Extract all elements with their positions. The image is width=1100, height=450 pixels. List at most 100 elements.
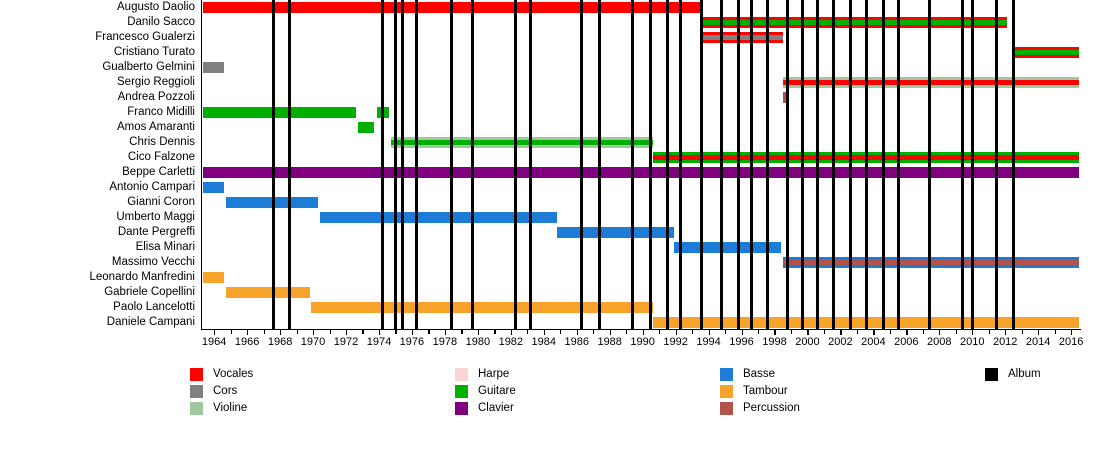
row-label-13: Antonio Campari: [109, 181, 195, 193]
y-axis-line: [201, 0, 203, 330]
x-axis-minor-tick: [790, 330, 793, 334]
x-axis-tick: [1038, 330, 1040, 335]
legend-label: Basse: [743, 368, 775, 380]
x-axis-minor-tick: [395, 330, 397, 334]
row-label-15: Umberto Maggi: [116, 211, 195, 223]
x-axis-tick: [280, 330, 282, 335]
x-axis-tick: [313, 330, 315, 335]
row-label-1: Augusto Daolio: [117, 1, 195, 13]
album-marker-line: [896, 0, 900, 330]
legend-label: Clavier: [478, 402, 514, 414]
album-marker-line: [400, 0, 404, 330]
row-label-20: Gabriele Copellini: [104, 286, 195, 298]
album-marker-line: [580, 0, 584, 330]
x-axis-tick-label: 2014: [1025, 336, 1051, 348]
x-axis-minor-tick: [593, 330, 595, 334]
album-marker-line: [832, 0, 836, 330]
row-label-16: Dante Pergreffi: [117, 226, 195, 238]
legend-label: Violine: [213, 402, 248, 414]
x-axis-tick: [247, 330, 249, 335]
album-marker-line: [415, 0, 419, 330]
row-label-6: Sergio Reggioli: [117, 76, 195, 88]
row-label-4: Cristiano Turato: [113, 46, 195, 58]
timeline-bar: [202, 107, 356, 118]
album-marker-line: [766, 0, 770, 330]
x-axis-tick-label: 1982: [498, 336, 524, 348]
album-marker-line: [665, 0, 669, 330]
album-marker-line: [786, 0, 790, 330]
timeline-bar: [673, 242, 782, 253]
x-axis-tick-label: 1976: [399, 336, 425, 348]
timeline-bar: [701, 32, 783, 43]
legend-swatch-violine-icon: [190, 402, 203, 415]
album-marker-line: [514, 0, 518, 330]
legend-swatch-basse-icon: [720, 368, 733, 381]
x-axis-tick: [642, 330, 644, 335]
timeline-bar: [202, 272, 225, 283]
x-axis-minor-tick: [362, 330, 364, 334]
timeline-bar: [782, 92, 790, 103]
x-axis-tick-label: 1966: [234, 336, 260, 348]
timeline-bar: [319, 212, 557, 223]
x-axis-minor-tick: [922, 330, 924, 334]
x-axis-minor-tick: [494, 330, 496, 334]
x-axis-tick-label: 1990: [630, 336, 655, 348]
x-axis-tick-label: 2000: [795, 336, 820, 348]
x-axis-tick-label: 1972: [333, 336, 359, 348]
album-marker-line: [598, 0, 602, 330]
x-axis-tick: [840, 330, 842, 335]
x-axis-tick-label: 2008: [927, 336, 952, 348]
x-axis-tick: [807, 330, 809, 335]
timeline-bar: [202, 62, 225, 73]
timeline-bar-secondary-role: [390, 140, 653, 145]
x-axis-minor-tick: [560, 330, 562, 334]
row-label-11: Cico Falzone: [127, 151, 195, 163]
x-axis-tick-label: 1988: [597, 336, 622, 348]
legend-swatch-clavier-icon: [455, 402, 468, 415]
timeline-bar-secondary-role: [782, 80, 1080, 85]
x-axis-tick: [774, 330, 776, 335]
row-label-22: Daniele Campani: [106, 316, 195, 328]
row-label-18: Massimo Vecchi: [111, 256, 195, 268]
x-axis-minor-tick: [296, 330, 298, 334]
row-label-14: Gianni Coron: [127, 196, 195, 208]
legend-label: Album: [1008, 368, 1041, 380]
album-marker-line: [449, 0, 453, 330]
legend-label: Cors: [213, 385, 238, 397]
legend-swatch-album-icon: [985, 368, 998, 381]
album-marker-line: [815, 0, 819, 330]
album-marker-line: [865, 0, 869, 330]
album-marker-line: [800, 0, 804, 330]
x-axis-tick-label: 1974: [366, 336, 392, 348]
x-axis-tick-label: 1994: [696, 336, 721, 348]
x-axis-tick: [741, 330, 743, 335]
chart-area: Augusto Daolio Danilo Sacco Francesco Gual…: [90, 0, 1083, 348]
x-axis-minor-tick: [856, 330, 859, 334]
row-label-8: Franco Midilli: [127, 106, 195, 118]
legend-swatch-harpe-icon: [455, 368, 468, 381]
x-axis-tick: [346, 330, 348, 335]
x-axis-tick: [675, 330, 677, 335]
x-axis-tick-label: 2002: [828, 336, 853, 348]
x-axis-tick-label: 2016: [1058, 336, 1084, 348]
album-marker-line: [970, 0, 974, 330]
x-axis-minor-tick: [955, 330, 957, 334]
x-axis: 1964 1966 1968 1970 1972 1974 1976 1978 1980 1982…: [201, 330, 1084, 356]
x-axis-tick: [609, 330, 611, 335]
row-label-21: Paolo Lancelotti: [113, 301, 195, 313]
album-marker-line: [720, 0, 724, 330]
x-axis-minor-tick: [725, 330, 727, 334]
plot-inner: [201, 0, 1081, 331]
timeline-bar-secondary-role: [701, 20, 1007, 25]
x-axis-tick-label: 1992: [663, 336, 688, 348]
legend-swatch-tambour-icon: [720, 385, 733, 398]
x-axis-minor-tick: [527, 330, 529, 334]
legend: Vocales Cors Violine Harpe Guitare Clavier Bas…: [0, 366, 1100, 432]
x-axis-line: [201, 329, 1081, 331]
x-axis-tick: [1071, 330, 1073, 335]
timeline-bar: [701, 17, 1007, 28]
x-axis-tick-label: 2012: [992, 336, 1018, 348]
x-axis-minor-tick: [428, 330, 430, 334]
album-marker-line: [848, 0, 852, 330]
x-axis-tick: [1005, 330, 1007, 335]
